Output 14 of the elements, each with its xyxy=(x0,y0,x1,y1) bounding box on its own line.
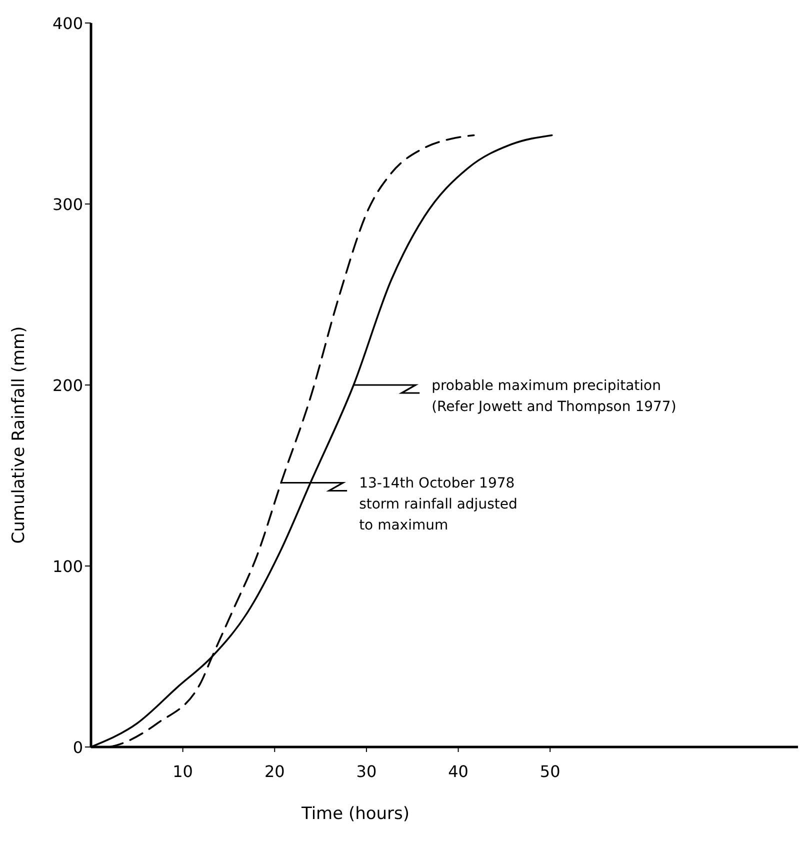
x-tick-label: 40 xyxy=(448,762,468,781)
y-tick-label: 100 xyxy=(52,557,83,576)
y-axis-title: Cumulative Rainfall (mm) xyxy=(9,326,29,544)
y-tick-label: 400 xyxy=(52,14,83,33)
x-tick-label: 10 xyxy=(172,762,193,781)
x-axis-title: Time (hours) xyxy=(300,804,410,824)
x-tick-label: 20 xyxy=(264,762,285,781)
x-tick-label: 30 xyxy=(356,762,377,781)
x-tick-label: 50 xyxy=(540,762,560,781)
y-tick-label: 300 xyxy=(52,195,83,214)
annotation: probable maximum precipitation (Refer Jowett and Thompson 1977) xyxy=(432,378,676,415)
y-tick-label: 200 xyxy=(52,376,83,395)
annotation: 13-14th October 1978 storm rainfall adjusted to maximum xyxy=(359,476,518,534)
y-tick-label: 0 xyxy=(72,738,83,757)
